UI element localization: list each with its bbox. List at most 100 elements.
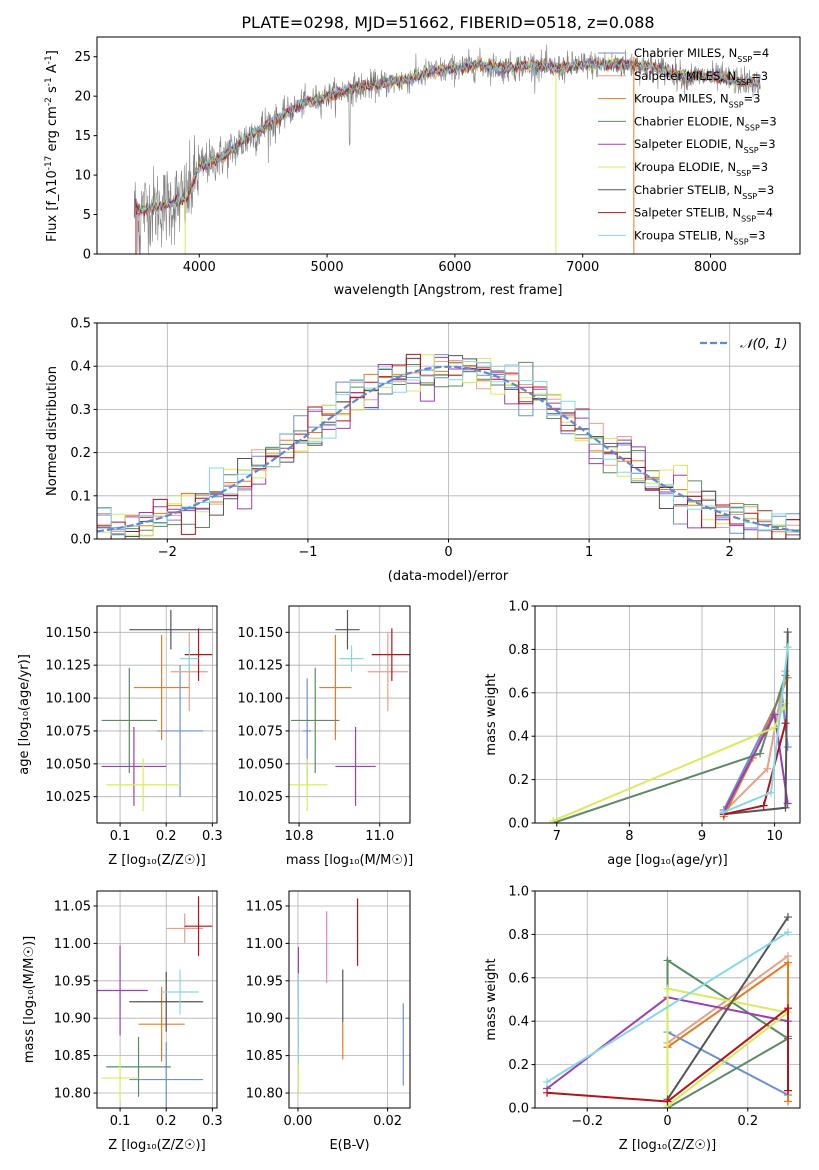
y-tick-label: 10.80 xyxy=(246,1087,283,1102)
error-bar xyxy=(335,609,360,650)
y-tick-label: 5 xyxy=(83,208,91,223)
y-tick-label: 10.95 xyxy=(246,974,283,989)
x-tick-label: 10.8 xyxy=(285,829,314,844)
x-axis-label: Z [log₁₀(Z/Z☉)] xyxy=(619,1138,716,1153)
y-axis-label: mass [log₁₀(M/M☉)] xyxy=(22,936,37,1063)
x-tick-label: 8 xyxy=(625,829,633,844)
plot-area xyxy=(297,898,404,1094)
x-tick-label: 5000 xyxy=(311,260,344,275)
plot-area xyxy=(543,913,792,1108)
gaussian-curve xyxy=(97,365,800,533)
error-bar xyxy=(157,665,204,797)
x-tick-label: 0.3 xyxy=(202,829,223,844)
y-tick-label: 20 xyxy=(74,90,91,105)
x-tick-label: 0.2 xyxy=(737,1114,758,1129)
y-tick-label: 0.2 xyxy=(508,1058,529,1073)
x-axis-label: E(B-V) xyxy=(329,1138,369,1153)
x-tick-label: 0.1 xyxy=(110,829,131,844)
x-tick-label: 4000 xyxy=(183,260,216,275)
figure-title: PLATE=0298, MJD=51662, FIBERID=0518, z=0… xyxy=(241,13,654,32)
y-tick-label: 10.125 xyxy=(238,659,284,674)
data-marker xyxy=(663,984,672,993)
grid-lines xyxy=(535,605,800,824)
mass-weight-vs-age-plot: 7 8 9 10 0.0 0.2 0.4 0.6 0.8 1.0 age [log₁₀(age/yr… xyxy=(484,600,801,868)
error-bar xyxy=(180,645,199,672)
plot-area xyxy=(97,896,213,1108)
x-tick-label: −2 xyxy=(158,545,177,560)
axes-frame xyxy=(96,890,218,1109)
y-tick-label: 10.90 xyxy=(54,1012,91,1027)
error-bar xyxy=(319,634,352,741)
plot-area xyxy=(289,609,410,812)
legend-label: Kroupa ELODIE, NSSP=3 xyxy=(634,160,768,178)
y-tick-label: 0.0 xyxy=(70,533,91,548)
data-marker xyxy=(783,1004,792,1013)
age-vs-mass-plot: 10.8 11.0 10.025 10.050 10.075 10.100 10.125 10… xyxy=(238,605,413,868)
x-tick-label: −0.2 xyxy=(571,1114,603,1129)
error-bar xyxy=(97,945,148,1036)
mass-weight-line xyxy=(546,1006,789,1103)
data-marker xyxy=(766,788,775,797)
x-tick-label: 0.02 xyxy=(373,1114,402,1129)
axes-frame xyxy=(534,605,801,824)
plot-area xyxy=(549,628,792,823)
legend-label: Salpeter STELIB, NSSP=4 xyxy=(634,206,773,224)
grid-lines xyxy=(97,606,217,823)
data-marker xyxy=(783,928,792,937)
error-bar xyxy=(129,609,213,650)
data-marker xyxy=(663,956,672,965)
axes-frame xyxy=(96,36,801,255)
x-tick-label: 0.00 xyxy=(283,1114,312,1129)
y-tick-label: 0.4 xyxy=(508,730,529,745)
spectrum-plot: 4000 5000 6000 7000 8000 0 5 10 15 20 25 Chabrier M… xyxy=(44,36,801,298)
y-tick-label: 0.4 xyxy=(508,1015,529,1030)
error-bar xyxy=(101,1055,139,1101)
y-tick-label: 10.150 xyxy=(46,626,92,641)
y-axis-label: Flux [f_λ10-17 erg cm-2 s-1 A-1] xyxy=(44,50,60,242)
y-tick-label: 10.025 xyxy=(238,790,284,805)
age-vs-metallicity-plot: 0.1 0.2 0.3 10.025 10.050 10.075 10.100 10.125 1… xyxy=(17,605,223,868)
y-axis-label: age [log₁₀(age/yr)] xyxy=(17,654,32,775)
y-tick-label: 15 xyxy=(74,129,91,144)
x-axis-label: wavelength [Angstrom, rest frame] xyxy=(334,283,563,298)
data-marker xyxy=(549,816,558,823)
y-tick-label: 10.100 xyxy=(46,692,92,707)
y-tick-label: 0.4 xyxy=(70,360,91,375)
y-tick-label: 10.90 xyxy=(246,1012,283,1027)
x-tick-label: 7000 xyxy=(566,260,599,275)
y-axis-label: Normed distribution xyxy=(45,366,60,496)
data-marker xyxy=(783,1097,792,1106)
mass-weight-line xyxy=(546,931,789,1083)
legend-label: Salpeter MILES, NSSP=3 xyxy=(634,69,768,87)
data-marker xyxy=(770,710,779,719)
error-bar xyxy=(166,913,204,944)
data-marker xyxy=(770,723,779,732)
data-marker xyxy=(783,958,792,967)
data-marker xyxy=(543,1077,552,1086)
x-tick-label: 0.2 xyxy=(156,1114,177,1129)
y-tick-label: 11.05 xyxy=(246,899,283,914)
x-tick-label: −1 xyxy=(298,545,317,560)
axes-frame xyxy=(96,605,218,824)
x-tick-label: 6000 xyxy=(438,260,471,275)
y-tick-label: 10.050 xyxy=(238,757,284,772)
data-marker xyxy=(783,628,792,637)
y-tick-label: 10.150 xyxy=(238,626,284,641)
data-marker xyxy=(783,743,792,752)
error-bar xyxy=(101,726,167,806)
y-tick-label: 10.100 xyxy=(238,692,284,707)
plot-area xyxy=(101,609,213,812)
error-bar xyxy=(371,628,410,681)
data-marker xyxy=(781,719,790,728)
y-tick-label: 0.0 xyxy=(508,1102,529,1117)
error-bar xyxy=(367,632,408,712)
grid-lines xyxy=(289,606,410,823)
x-tick-label: 0.2 xyxy=(156,829,177,844)
data-marker xyxy=(719,808,728,817)
y-tick-label: 0.3 xyxy=(70,403,91,418)
plot-area xyxy=(97,353,800,539)
x-tick-label: 10 xyxy=(766,829,783,844)
x-tick-label: 0.1 xyxy=(110,1114,131,1129)
mass-weight-line xyxy=(666,916,789,1100)
y-tick-label: 10.85 xyxy=(54,1049,91,1064)
